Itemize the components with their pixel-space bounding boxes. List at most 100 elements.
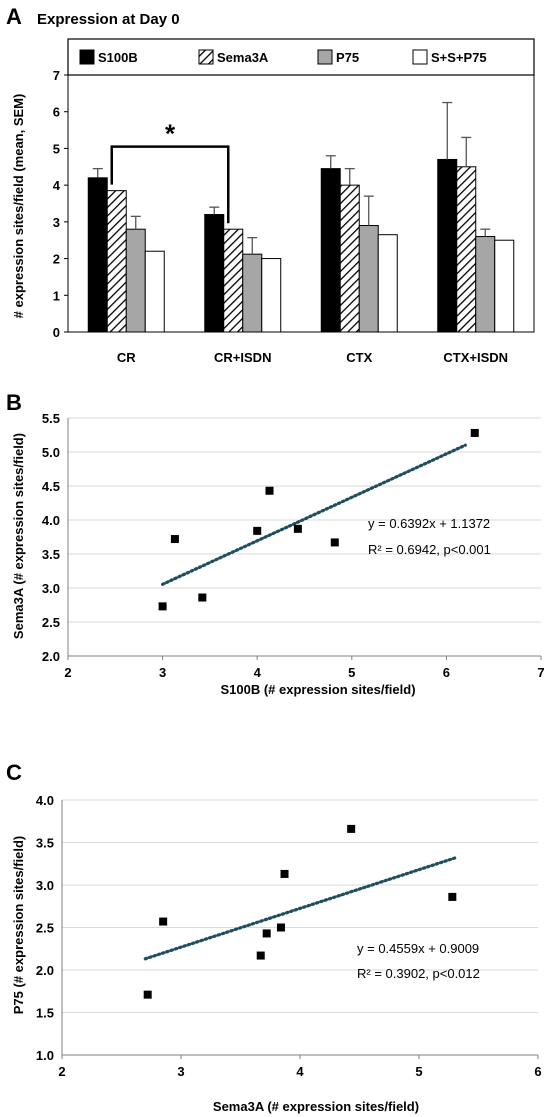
bar-s-s-p75-cr-isdn (261, 258, 282, 333)
panel-b-y-tick-label: 4.5 (42, 479, 60, 494)
panel-c-y-tick-label: 1.0 (36, 1048, 54, 1063)
significance-bracket (110, 145, 230, 224)
panel-b-data-point (158, 602, 167, 611)
panel-b-scatter: B S100B (# expression sites/field) Sema3… (6, 390, 545, 697)
panel-c-x-tick-label: 4 (296, 1064, 304, 1079)
panel-a-x-tick-label: CR (117, 350, 136, 365)
panel-c-equation: y = 0.4559x + 0.9009 (357, 941, 479, 956)
panel-a-x-tick-label: CR+ISDN (214, 350, 271, 365)
panel-c-x-axis-label: Sema3A (# expression sites/field) (213, 1099, 419, 1114)
panel-c-x-tick-label: 3 (177, 1064, 184, 1079)
legend-label-p75: P75 (336, 50, 359, 65)
bar-s-s-p75-ctx-isdn (494, 239, 515, 333)
panel-c-data-point (276, 923, 285, 932)
legend-swatch-p75 (317, 49, 333, 65)
panel-a-y-tick-label: 0 (53, 325, 60, 340)
panel-c-y-axis-label: P75 (# expression sites/field) (11, 836, 26, 1014)
legend-label-sema3a: Sema3A (217, 50, 269, 65)
significance-star: * (165, 119, 176, 149)
panel-b-y-tick-label: 3.5 (42, 547, 60, 562)
panel-b-data-point (170, 535, 179, 544)
bar-s100b-cr-isdn (204, 214, 225, 333)
bar-s100b-ctx (320, 168, 341, 333)
panel-b-x-axis-label: S100B (# expression sites/field) (220, 682, 415, 697)
panel-b-letter: B (6, 390, 22, 415)
panel-b-data-point (253, 526, 262, 535)
panel-a-y-tick-label: 5 (53, 141, 60, 156)
panel-c-y-tick-label: 1.5 (36, 1006, 54, 1021)
legend-swatch-s-s-p75 (412, 49, 428, 65)
panel-a-title: Expression at Day 0 (37, 11, 180, 28)
bar-sema3a-cr (106, 190, 127, 333)
panel-b-x-tick-label: 7 (537, 665, 544, 680)
panel-b-x-tick-label: 5 (348, 665, 355, 680)
panel-b-x-tick-label: 4 (254, 665, 262, 680)
panel-b-data-point (293, 524, 302, 533)
panel-c-x-tick-label: 5 (415, 1064, 422, 1079)
panel-c-y-tick-label: 2.5 (36, 921, 54, 936)
legend-swatch-s100b (79, 49, 95, 65)
panel-c-data-point (159, 917, 168, 926)
panel-c-scatter: C Sema3A (# expression sites/field) P75 … (6, 760, 542, 1114)
panel-b-data-point (330, 538, 339, 547)
panel-c-y-tick-label: 2.0 (36, 963, 54, 978)
panel-c-y-tick-label: 3.0 (36, 878, 54, 893)
panel-c-data-point (143, 990, 152, 999)
panel-a-y-tick-label: 1 (53, 288, 60, 303)
panel-b-x-tick-label: 3 (159, 665, 166, 680)
panel-a-x-tick-label: CTX (346, 350, 372, 365)
panel-b-y-tick-label: 5.5 (42, 411, 60, 426)
panel-a-bar-chart: A Expression at Day 0 # expression sites… (6, 4, 535, 365)
panel-a-y-tick-label: 7 (53, 68, 60, 83)
bar-p75-ctx-isdn (475, 236, 496, 333)
panel-b-y-axis-label: Sema3A (# expression sites/field) (11, 433, 26, 639)
panel-a-legend-box (67, 38, 535, 76)
legend-label-s-s-p75: S+S+P75 (431, 50, 487, 65)
panel-b-plot-area: 2.0 2.5 3.0 3.5 4.0 4.5 5.0 5.5 2 3 4 5 6 7 (42, 411, 545, 680)
panel-a-y-tick-label: 4 (53, 178, 61, 193)
bar-p75-cr (125, 228, 146, 333)
legend-label-s100b: S100B (98, 50, 138, 65)
panel-c-r-squared: R² = 0.3902, p<0.012 (357, 966, 480, 981)
panel-a-plot-frame (67, 74, 535, 333)
panel-b-data-point (470, 428, 479, 437)
panel-b-y-tick-label: 2.5 (42, 615, 60, 630)
panel-b-equation: y = 0.6392x + 1.1372 (368, 516, 490, 531)
panel-c-x-tick-label: 6 (534, 1064, 541, 1079)
bar-s100b-cr (87, 177, 108, 333)
panel-a-plot-area: 0 1 2 3 4 5 6 7 CR CR+ISDN CTX CTX+ISDN * (53, 68, 535, 365)
panel-a-x-tick-label: CTX+ISDN (443, 350, 508, 365)
bar-s-s-p75-cr (144, 250, 165, 333)
bar-sema3a-cr-isdn (223, 228, 244, 333)
panel-a-letter: A (6, 4, 22, 29)
bar-p75-ctx (358, 225, 379, 333)
bar-s100b-ctx-isdn (437, 158, 458, 333)
panel-b-data-point (198, 593, 207, 602)
bar-sema3a-ctx (339, 184, 360, 333)
panel-b-y-tick-label: 4.0 (42, 513, 60, 528)
panel-c-plot-area: 1.0 1.5 2.0 2.5 3.0 3.5 4.0 2 3 4 5 6 (36, 793, 542, 1079)
panel-a-y-tick-label: 3 (53, 215, 60, 230)
panel-c-y-tick-label: 3.5 (36, 836, 54, 851)
panel-c-letter: C (6, 760, 22, 785)
panel-b-y-tick-label: 3.0 (42, 581, 60, 596)
panel-b-y-tick-label: 5.0 (42, 445, 60, 460)
panel-c-data-point (448, 892, 457, 901)
panel-a-y-tick-label: 2 (53, 252, 60, 267)
panel-b-x-tick-label: 6 (443, 665, 450, 680)
legend-swatch-sema3a (198, 49, 214, 65)
panel-b-data-point (265, 486, 274, 495)
panel-c-trendline (143, 856, 457, 961)
panel-b-r-squared: R² = 0.6942, p<0.001 (368, 542, 491, 557)
panel-c-data-point (347, 824, 356, 833)
panel-b-trendline (161, 443, 467, 586)
panel-a-y-tick-label: 6 (53, 105, 60, 120)
panel-c-data-point (262, 929, 271, 938)
panel-c-y-tick-label: 4.0 (36, 793, 54, 808)
bar-p75-cr-isdn (242, 253, 263, 333)
bar-sema3a-ctx-isdn (456, 166, 477, 333)
panel-c-data-point (280, 869, 289, 878)
bar-s-s-p75-ctx (377, 234, 398, 333)
panel-b-y-tick-label: 2.0 (42, 649, 60, 664)
